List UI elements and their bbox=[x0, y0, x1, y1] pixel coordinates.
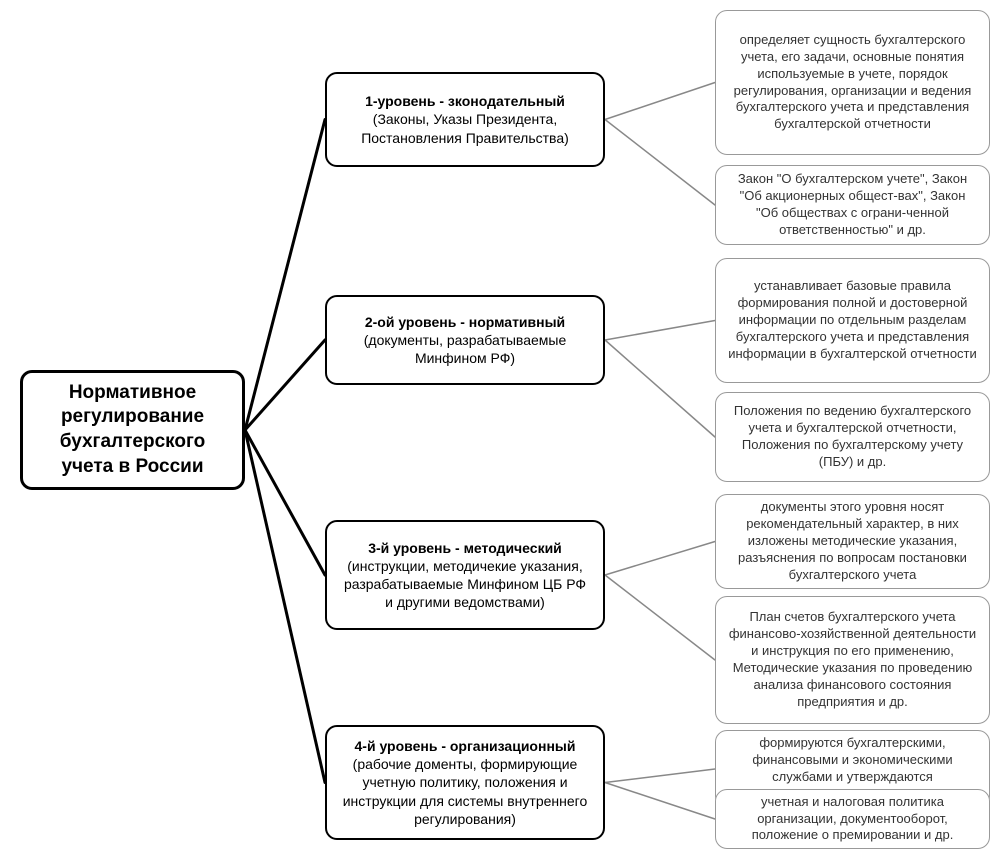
level-node-3: 3-й уровень - методический (инструкции, … bbox=[325, 520, 605, 630]
root-node: Нормативное регулирование бухгалтерского… bbox=[20, 370, 245, 490]
leaf-node-1-1: определяет сущность бухгалтерского учета… bbox=[715, 10, 990, 155]
leaf-node-3-1: документы этого уровня носят рекомендате… bbox=[715, 494, 990, 589]
leaf-node-1-2: Закон "О бухгалтерском учете", Закон "Об… bbox=[715, 165, 990, 245]
level-node-2: 2-ой уровень - нормативный (документы, р… bbox=[325, 295, 605, 385]
leaf-node-3-2: План счетов бухгалтерского учета финансо… bbox=[715, 596, 990, 724]
level-node-4: 4-й уровень - организационный (рабочие д… bbox=[325, 725, 605, 840]
leaf-node-2-2: Положения по ведению бухгалтерского учет… bbox=[715, 392, 990, 482]
leaf-node-2-1: устанавливает базовые правила формирован… bbox=[715, 258, 990, 383]
leaf-node-4-2: учетная и налоговая политика организации… bbox=[715, 789, 990, 849]
level-node-1: 1-уровень - зконодательный (Законы, Указ… bbox=[325, 72, 605, 167]
